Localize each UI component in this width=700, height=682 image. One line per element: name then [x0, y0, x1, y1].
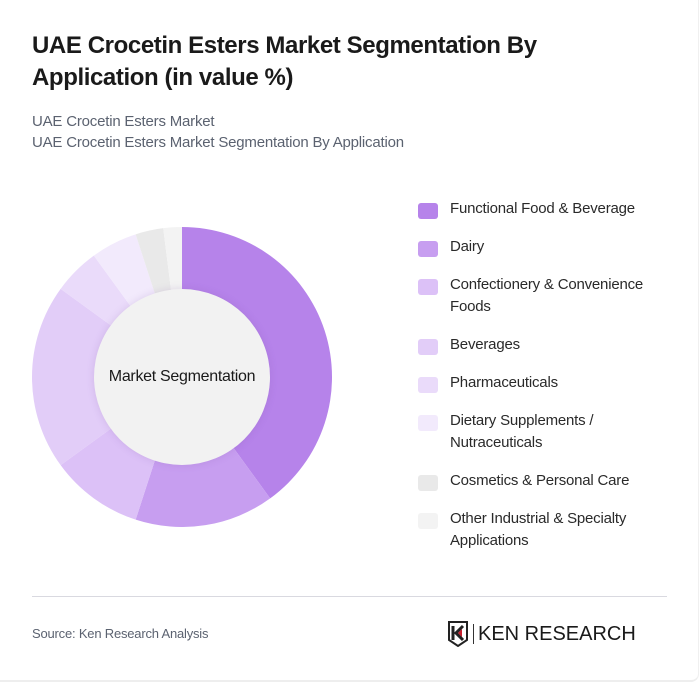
legend-item-beverages[interactable]: Beverages	[418, 334, 678, 356]
legend-label: Dietary Supplements / Nutraceuticals	[450, 412, 594, 451]
legend-label: Confectionery & Convenience Foods	[450, 276, 644, 315]
donut-svg	[32, 227, 332, 527]
legend-swatch	[418, 241, 438, 257]
ken-research-logo: KEN RESEARCH	[447, 620, 636, 648]
legend-label: Beverages	[450, 336, 520, 353]
donut-segment[interactable]	[32, 288, 113, 466]
legend-swatch	[418, 377, 438, 393]
legend-item-pharmaceuticals[interactable]: Pharmaceuticals	[418, 372, 678, 394]
chart-legend: Functional Food & Beverage Dairy Confect…	[418, 198, 678, 568]
donut-segment[interactable]	[135, 228, 172, 296]
legend-label: Cosmetics & Personal Care	[450, 472, 630, 489]
chart-subtitle-market: UAE Crocetin Esters Market	[32, 113, 215, 130]
donut-segment[interactable]	[135, 446, 271, 527]
chart-title: UAE Crocetin Esters Market Segmentation …	[32, 32, 537, 91]
donut-chart: Market Segmentation	[32, 227, 332, 527]
brand-rest: EN RESEARCH	[491, 623, 636, 645]
legend-item-functional-food-beverage[interactable]: Functional Food & Beverage	[418, 198, 678, 220]
donut-segment[interactable]	[93, 234, 156, 308]
legend-swatch	[418, 475, 438, 491]
legend-label: Dairy	[450, 238, 485, 255]
legend-item-other-industrial[interactable]: Other Industrial & Specialty Application…	[418, 508, 678, 552]
legend-label: Other Industrial & Specialty Application…	[450, 510, 627, 549]
brand-name: KEN RESEARCH	[478, 624, 636, 644]
brand-k: K	[478, 623, 492, 645]
legend-swatch	[418, 415, 438, 431]
legend-label: Pharmaceuticals	[450, 374, 558, 391]
donut-segment[interactable]	[163, 227, 182, 292]
brand-separator	[473, 624, 474, 644]
donut-center: Market Segmentation	[94, 289, 270, 465]
source-note: Source: Ken Research Analysis	[32, 626, 209, 641]
legend-swatch	[418, 279, 438, 295]
donut-segment[interactable]	[182, 227, 332, 499]
legend-item-dietary-supplements[interactable]: Dietary Supplements / Nutraceuticals	[418, 410, 678, 454]
ken-research-shield-icon	[448, 621, 468, 647]
legend-item-cosmetics[interactable]: Cosmetics & Personal Care	[418, 470, 678, 492]
footer-divider	[32, 596, 667, 597]
legend-label: Functional Food & Beverage	[450, 200, 635, 217]
donut-segment[interactable]	[60, 427, 156, 520]
donut-segment[interactable]	[60, 255, 132, 327]
legend-item-confectionery[interactable]: Confectionery & Convenience Foods	[418, 274, 678, 318]
legend-swatch	[418, 203, 438, 219]
legend-swatch	[418, 513, 438, 529]
legend-item-dairy[interactable]: Dairy	[418, 236, 678, 258]
donut-center-label: Market Segmentation	[108, 368, 256, 385]
chart-subtitle-segmentation: UAE Crocetin Esters Market Segmentation …	[32, 134, 404, 151]
legend-swatch	[418, 339, 438, 355]
